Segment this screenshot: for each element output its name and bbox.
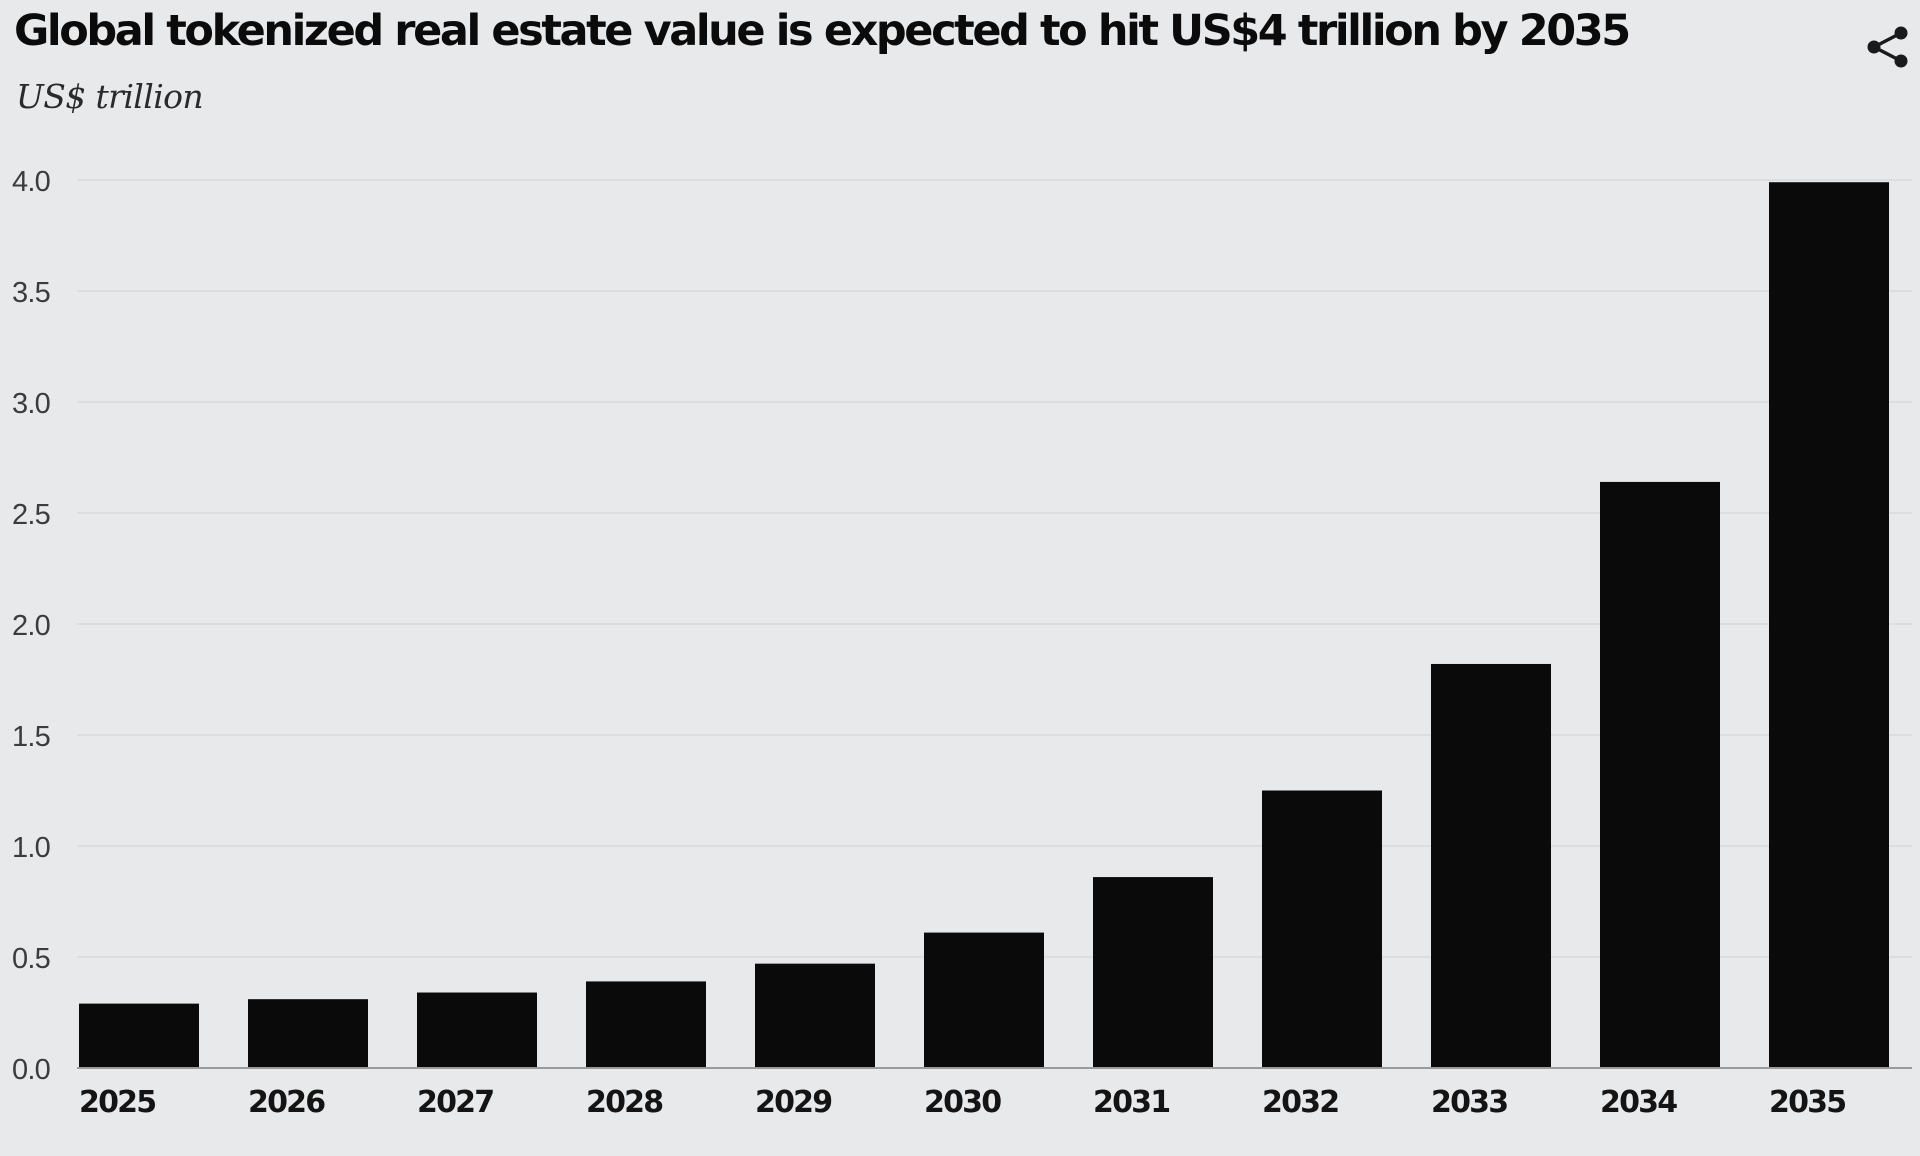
x-tick-label: 2028 bbox=[586, 1085, 663, 1120]
y-tick-label: 0.5 bbox=[12, 943, 50, 975]
x-tick-label: 2027 bbox=[417, 1085, 493, 1120]
bar-2033 bbox=[1431, 663, 1551, 1068]
y-tick-label: 0.0 bbox=[12, 1054, 50, 1086]
y-tick-label: 1.0 bbox=[12, 832, 50, 864]
y-tick-label: 3.5 bbox=[12, 277, 50, 309]
chart-title: Global tokenized real estate value is ex… bbox=[14, 6, 1631, 56]
bar-2035 bbox=[1769, 182, 1889, 1069]
y-tick-label: 1.5 bbox=[12, 721, 50, 753]
y-tick-label: 3.0 bbox=[12, 388, 50, 420]
x-tick-label: 2031 bbox=[1093, 1085, 1169, 1120]
bars bbox=[79, 182, 1889, 1069]
y-tick-label: 4.0 bbox=[12, 166, 50, 198]
x-tick-label: 2035 bbox=[1769, 1085, 1845, 1120]
bar-2025 bbox=[79, 1003, 199, 1068]
x-tick-label: 2025 bbox=[79, 1085, 155, 1120]
y-tick-label: 2.5 bbox=[12, 499, 50, 531]
x-tick-label: 2034 bbox=[1600, 1085, 1677, 1120]
x-tick-label: 2030 bbox=[924, 1085, 1001, 1120]
y-tick-label: 2.0 bbox=[12, 610, 50, 642]
x-tick-label: 2026 bbox=[248, 1085, 325, 1120]
share-icon[interactable] bbox=[1864, 24, 1912, 70]
bar-2034 bbox=[1600, 481, 1720, 1068]
x-axis-ticks: 2025 2026 2027 2028 2029 2030 2031 2032 2033 2034… bbox=[79, 1085, 1847, 1120]
x-tick-label: 2032 bbox=[1262, 1085, 1338, 1120]
bar-2028 bbox=[586, 981, 706, 1068]
bar-2027 bbox=[417, 992, 537, 1068]
y-axis-ticks: 0.0 0.5 1.0 1.5 2.0 2.5 3.0 3.5 4.0 bbox=[12, 166, 51, 1086]
bar-2029 bbox=[755, 963, 875, 1068]
bar-2030 bbox=[924, 932, 1044, 1068]
x-tick-label: 2029 bbox=[755, 1085, 831, 1120]
bar-2031 bbox=[1093, 877, 1213, 1068]
bar-2026 bbox=[248, 999, 368, 1068]
bar-2032 bbox=[1262, 790, 1382, 1068]
x-tick-label: 2033 bbox=[1431, 1085, 1507, 1120]
chart-subtitle: US$ trillion bbox=[16, 77, 204, 116]
